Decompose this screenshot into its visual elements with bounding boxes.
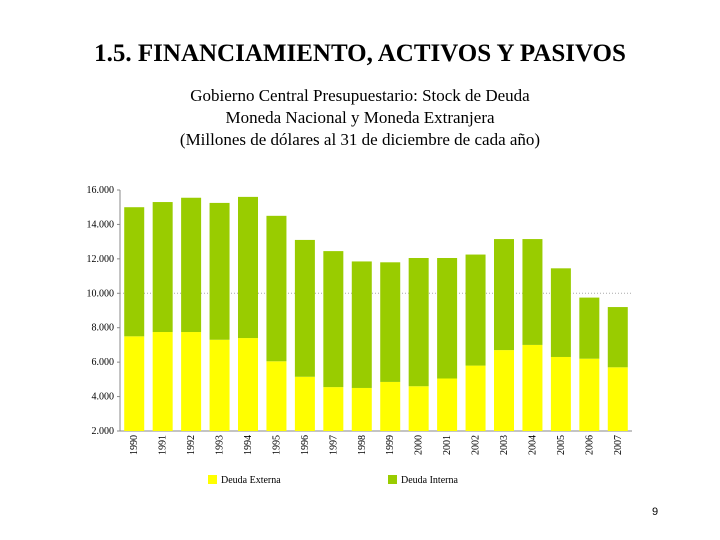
chart-subtitle-line-1: Gobierno Central Presupuestario: Stock d… xyxy=(190,86,530,105)
bar-deuda-externa-1996 xyxy=(294,376,315,431)
x-tick-label: 2000 xyxy=(414,435,425,455)
x-tick-label: 1998 xyxy=(357,435,368,455)
bar-deuda-externa-2007 xyxy=(607,367,628,431)
x-tick-label: 1995 xyxy=(271,435,282,455)
bar-deuda-interna-1993 xyxy=(209,202,230,340)
page-number: 9 xyxy=(651,506,659,518)
bar-deuda-externa-2003 xyxy=(494,350,514,431)
bar-deuda-interna-2004 xyxy=(522,239,543,345)
bar-deuda-externa-1993 xyxy=(209,339,230,431)
bar-deuda-interna-1995 xyxy=(266,215,287,362)
bar-deuda-interna-2001 xyxy=(437,257,458,379)
bar-deuda-externa-1991 xyxy=(152,332,173,431)
y-tick-label: 6.000 xyxy=(92,357,115,368)
bar-deuda-interna-1990 xyxy=(124,207,145,337)
bar-deuda-externa-2004 xyxy=(522,344,543,431)
x-tick-label: 1997 xyxy=(328,435,339,455)
bar-deuda-externa-1997 xyxy=(323,387,344,431)
x-tick-label: 1996 xyxy=(300,435,311,455)
bar-deuda-externa-2006 xyxy=(579,358,600,431)
y-tick-label: 10.000 xyxy=(87,288,115,299)
x-tick-label: 1994 xyxy=(243,435,254,455)
bar-deuda-externa-1998 xyxy=(351,387,372,431)
page-title: 1.5. FINANCIAMIENTO, ACTIVOS Y PASIVOS xyxy=(94,40,626,67)
bar-deuda-interna-1991 xyxy=(152,202,173,333)
bar-deuda-externa-1992 xyxy=(181,332,202,431)
x-tick-label: 1990 xyxy=(129,435,140,455)
legend-deuda-interna-label: Deuda Interna xyxy=(401,475,458,486)
x-tick-label: 2005 xyxy=(556,435,567,455)
bar-deuda-interna-2005 xyxy=(550,268,571,357)
bar-deuda-externa-2005 xyxy=(550,356,571,431)
chart-subtitle-line-2: Moneda Nacional y Moneda Extranjera xyxy=(225,108,495,127)
x-tick-label: 1992 xyxy=(186,435,197,455)
x-tick-label: 1993 xyxy=(215,435,226,455)
y-tick-label: 2.000 xyxy=(92,426,115,437)
bar-deuda-interna-1992 xyxy=(181,197,202,333)
bar-deuda-externa-1999 xyxy=(380,381,401,431)
x-tick-label: 2001 xyxy=(442,435,453,455)
bar-deuda-interna-1999 xyxy=(380,262,401,382)
bar-deuda-interna-2000 xyxy=(408,257,429,387)
legend-deuda-externa-label: Deuda Externa xyxy=(221,475,281,486)
bar-deuda-interna-2003 xyxy=(494,239,514,351)
x-tick-label: 2007 xyxy=(613,435,624,455)
bar-deuda-interna-1996 xyxy=(294,239,315,377)
y-tick-label: 8.000 xyxy=(92,323,115,334)
bar-deuda-externa-1994 xyxy=(238,338,258,431)
chart-subtitle-line-3: (Millones de dólares al 31 de diciembre … xyxy=(179,130,541,149)
legend-deuda-externa-swatch xyxy=(208,475,217,484)
x-tick-label: 1999 xyxy=(385,435,396,455)
x-tick-label: 1991 xyxy=(158,435,169,455)
bar-deuda-interna-1994 xyxy=(238,196,258,339)
x-tick-label: 2004 xyxy=(527,435,538,455)
y-tick-label: 14.000 xyxy=(87,219,115,230)
y-tick-label: 16.000 xyxy=(87,185,115,196)
legend-deuda-interna-swatch xyxy=(388,475,397,484)
bar-deuda-externa-1990 xyxy=(124,336,145,431)
x-tick-label: 2002 xyxy=(471,435,482,455)
x-tick-label: 2006 xyxy=(584,435,595,455)
bar-deuda-externa-1995 xyxy=(266,361,287,431)
bar-deuda-interna-2007 xyxy=(607,307,628,368)
bar-deuda-externa-2002 xyxy=(465,365,486,431)
bar-deuda-interna-2006 xyxy=(579,297,600,359)
bar-deuda-interna-2002 xyxy=(465,254,486,366)
y-tick-label: 12.000 xyxy=(87,254,115,265)
bar-deuda-externa-2001 xyxy=(437,378,458,431)
bar-deuda-interna-1997 xyxy=(323,251,344,388)
y-tick-label: 4.000 xyxy=(92,392,115,403)
bar-deuda-externa-2000 xyxy=(408,386,429,431)
bar-deuda-interna-1998 xyxy=(351,261,372,388)
x-tick-label: 2003 xyxy=(499,435,510,455)
